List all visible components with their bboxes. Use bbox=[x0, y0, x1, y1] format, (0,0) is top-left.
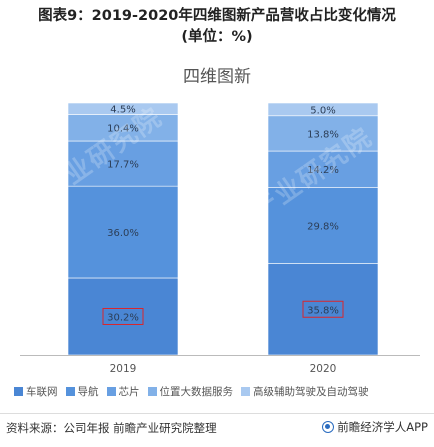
brand: 前瞻经济学人APP bbox=[322, 419, 428, 435]
data-label-2020-2: 14.2% bbox=[307, 165, 339, 176]
bar-segment-2020-0 bbox=[267, 263, 379, 356]
bar-segment-2020-2 bbox=[267, 150, 379, 188]
footer: 资料来源：公司年报 前瞻产业研究院整理 前瞻经济学人APP bbox=[0, 413, 434, 438]
bar-segment-2019-3 bbox=[67, 114, 179, 142]
legend-label-4: 高级辅助驾驶及自动驾驶 bbox=[253, 386, 369, 398]
data-label-2019-2: 17.7% bbox=[107, 160, 139, 171]
data-label-2019-1: 36.0% bbox=[107, 228, 139, 239]
legend-label-1: 导航 bbox=[77, 386, 99, 398]
chart-title: 四维图新 bbox=[183, 67, 251, 87]
data-label-2020-1: 29.8% bbox=[307, 221, 339, 232]
x-tick-label-2019: 2019 bbox=[110, 363, 137, 375]
bar-segment-2020-1 bbox=[267, 187, 379, 264]
legend-swatch-1 bbox=[65, 387, 75, 396]
source-note: 资料来源：公司年报 前瞻产业研究院整理 bbox=[6, 421, 217, 435]
highlight-box-2019 bbox=[102, 307, 144, 325]
bar-segment-2019-0 bbox=[67, 277, 179, 356]
figure-title-line1: 图表9：2019-2020年四维图新产品营收占比变化情况 bbox=[38, 8, 396, 24]
legend-swatch-0 bbox=[14, 387, 23, 396]
legend-item-0: 车联网 bbox=[14, 384, 58, 399]
data-label-2020-4: 5.0% bbox=[310, 105, 335, 116]
data-label-2019-4: 4.5% bbox=[110, 105, 135, 116]
legend-swatch-2 bbox=[106, 387, 116, 396]
data-label-2019-0: 30.2% bbox=[107, 312, 139, 323]
brand-logo-icon bbox=[322, 421, 335, 433]
bar-segment-2019-1 bbox=[67, 185, 179, 279]
bar-segment-2019-4 bbox=[67, 102, 179, 115]
data-label-2020-3: 13.8% bbox=[307, 129, 339, 140]
legend-swatch-4 bbox=[241, 387, 250, 396]
legend-item-1: 导航 bbox=[65, 384, 99, 399]
bar-segment-2020-4 bbox=[267, 102, 379, 117]
x-tick-label-2020: 2020 bbox=[310, 363, 337, 375]
chart-legend: 车联网 导航 芯片 位置大数据服务 高级辅助驾驶及自动驾驶 bbox=[14, 384, 434, 399]
legend-item-4: 高级辅助驾驶及自动驾驶 bbox=[241, 384, 369, 399]
brand-name: 前瞻经济学人APP bbox=[337, 420, 428, 434]
legend-label-0: 车联网 bbox=[26, 386, 58, 398]
legend-item-2: 芯片 bbox=[106, 384, 140, 399]
legend-label-3: 位置大数据服务 bbox=[159, 386, 234, 398]
bar-segment-2019-2 bbox=[67, 140, 179, 187]
data-label-2019-3: 10.4% bbox=[107, 124, 139, 135]
legend-label-2: 芯片 bbox=[118, 386, 140, 398]
legend-item-3: 位置大数据服务 bbox=[147, 384, 234, 399]
data-label-2020-0: 35.8% bbox=[307, 305, 339, 316]
figure-title-line2: (单位：%) bbox=[181, 29, 253, 45]
figure-title: 图表9：2019-2020年四维图新产品营收占比变化情况 (单位：%) bbox=[0, 6, 434, 48]
highlight-box-2020 bbox=[302, 300, 344, 318]
legend-swatch-3 bbox=[147, 387, 157, 396]
bar-segment-2020-3 bbox=[267, 115, 379, 152]
